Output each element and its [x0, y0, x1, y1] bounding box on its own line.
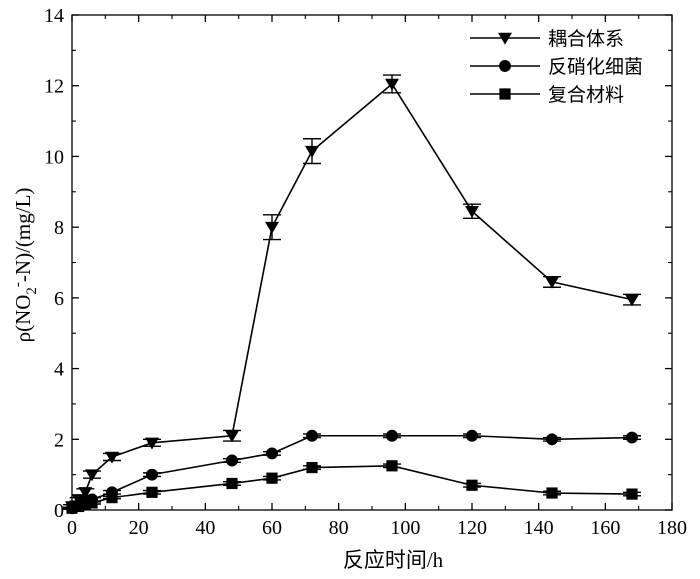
x-tick-label: 40: [195, 517, 215, 539]
y-axis-title-suffix: -N)/(mg/L): [11, 188, 35, 282]
y-tick-label: 10: [44, 146, 64, 168]
data-point: [306, 429, 318, 442]
data-point: [546, 433, 558, 446]
y-tick-label: 8: [54, 217, 64, 239]
legend-marker: [499, 60, 511, 72]
series-1: [63, 74, 641, 514]
data-point: [73, 500, 85, 513]
legend-marker: [498, 32, 512, 45]
series-group: [63, 74, 641, 515]
data-point: [466, 429, 478, 442]
y-axis-title-subscript: 2: [24, 287, 40, 295]
y-tick-label: 14: [44, 5, 64, 27]
y-tick-label: 12: [44, 76, 64, 98]
series-3: [63, 460, 641, 514]
y-axis-title: ρ(NO2--N)/(mg/L): [10, 188, 40, 343]
data-point: [86, 497, 98, 509]
legend-label: 复合材料: [548, 84, 624, 106]
x-axis-title: 反应时间/h: [343, 548, 444, 572]
x-tick-label: 120: [457, 517, 487, 539]
data-point: [265, 221, 279, 234]
data-point: [385, 78, 399, 91]
y-axis-title-superscript: -: [10, 282, 26, 287]
data-point: [146, 486, 158, 498]
x-tick-label: 160: [590, 517, 620, 539]
x-tick-label: 100: [390, 517, 420, 539]
data-point: [105, 451, 119, 464]
data-point: [106, 492, 118, 504]
y-tick-label: 4: [54, 359, 64, 381]
data-point: [78, 487, 93, 499]
data-point: [85, 469, 99, 482]
x-tick-label: 180: [657, 517, 687, 539]
x-tick-label: 140: [524, 517, 554, 539]
legend-item-3: 复合材料: [470, 84, 624, 106]
data-point: [66, 502, 78, 514]
x-tick-label: 80: [329, 517, 349, 539]
y-tick-label: 2: [54, 429, 64, 451]
data-point: [266, 447, 278, 460]
data-point: [386, 429, 398, 442]
y-tick-label: 6: [54, 288, 64, 310]
y-axis-title-prefix: ρ(NO: [11, 295, 35, 343]
y-tick-label: 0: [54, 500, 64, 522]
data-point: [226, 477, 238, 490]
legend-marker: [499, 88, 511, 100]
legend-label: 反硝化细菌: [548, 56, 643, 78]
data-point: [546, 487, 558, 499]
x-tick-label: 0: [67, 517, 77, 539]
data-point: [305, 145, 319, 158]
data-point: [226, 454, 238, 467]
data-point: [306, 461, 318, 474]
data-point: [626, 488, 638, 500]
data-point: [79, 499, 91, 511]
data-point: [625, 294, 639, 307]
legend-item-2: 反硝化细菌: [470, 56, 643, 78]
data-point: [145, 437, 159, 450]
data-point: [466, 479, 478, 491]
data-point: [465, 205, 479, 218]
data-point: [545, 276, 559, 289]
axes: 0 20 40 60 80 100 120 140 160 180 0 2 4 6 8 10 12 14: [44, 5, 687, 539]
data-point: [626, 431, 638, 444]
data-point: [266, 472, 278, 484]
data-point: [386, 460, 398, 472]
data-point: [225, 430, 239, 443]
x-tick-label: 60: [262, 517, 282, 539]
data-point: [146, 468, 158, 481]
legend-label: 耦合体系: [548, 28, 624, 50]
legend-item-1: 耦合体系: [470, 28, 624, 50]
x-tick-label: 20: [129, 517, 149, 539]
